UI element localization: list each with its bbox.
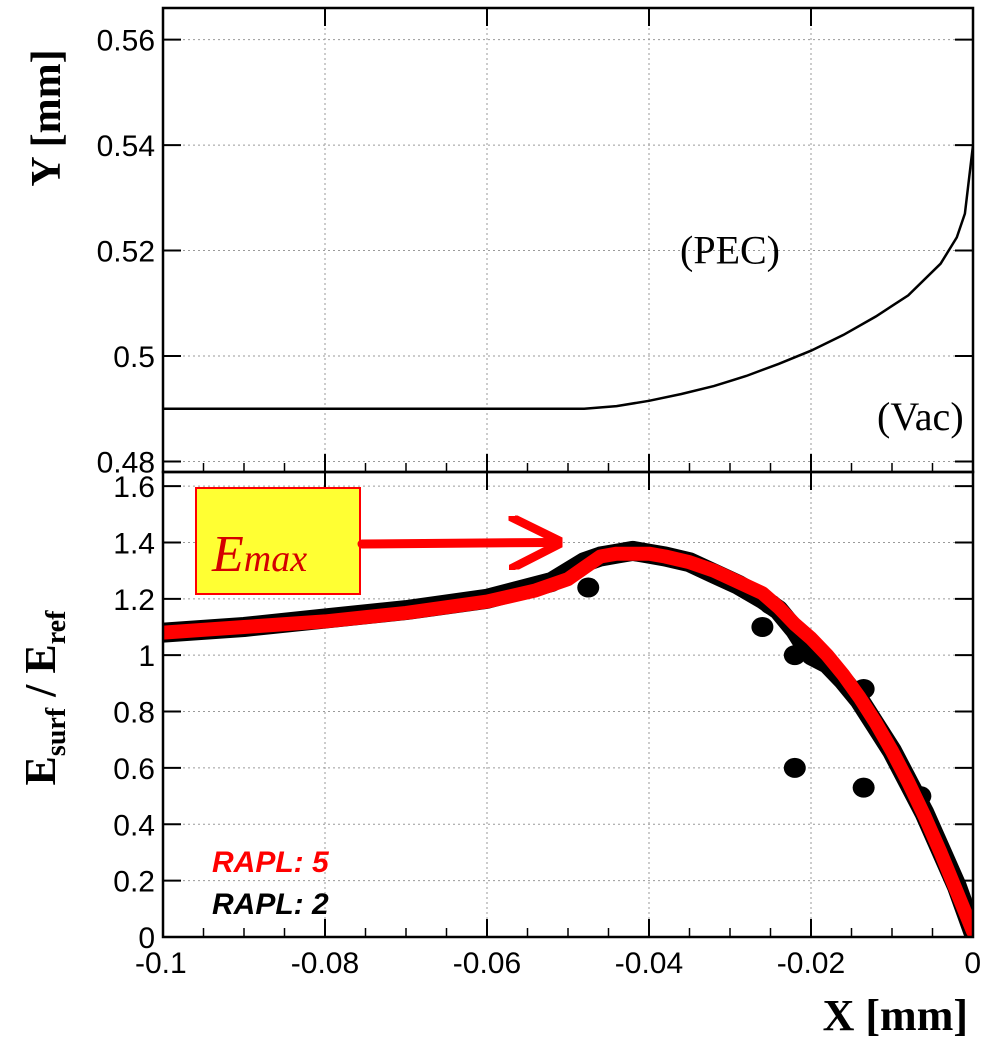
top-ticks: 0.48 0.5 0.52 0.54 0.56 (97, 8, 974, 479)
emax-annotation: Emax (195, 487, 552, 595)
bottom-ytick-label: 1.6 (113, 471, 155, 504)
top-grid (162, 8, 974, 472)
legend-entry-rapl-2: RAPL: 2 (212, 888, 329, 921)
bottom-xtick-label: -0.04 (615, 947, 683, 980)
legend-entry-rapl-5: RAPL: 5 (212, 846, 330, 879)
bottom-ytick-label: 0.2 (113, 866, 155, 899)
top-ytick-label: 0.5 (113, 341, 155, 374)
emax-box (195, 487, 361, 595)
emax-arrow (357, 542, 552, 544)
bottom-panel: 0 0.2 0.4 0.6 0.8 1 1.2 1.4 1.6 -0.1 -0.08 -0.06 -0.… (16, 470, 981, 1040)
bottom-xtick-label: -0.1 (135, 947, 187, 980)
series-rapl-2-point (577, 577, 600, 598)
ylabel-e1: E (16, 756, 65, 785)
ylabel-e2: E (16, 644, 65, 673)
bottom-xtick-label: -0.08 (291, 947, 359, 980)
bottom-plot-frame (161, 470, 975, 939)
ylabel-sub2: ref (41, 610, 72, 644)
bottom-ytick-label: 1.2 (113, 584, 155, 617)
bottom-ytick-label: 0.6 (113, 753, 155, 786)
bottom-ytick-label: 0.8 (113, 697, 155, 730)
bottom-ytick-label: 1.4 (113, 527, 155, 560)
emax-label-sub: max (244, 538, 307, 580)
bottom-ytick-label: 0 (138, 922, 155, 955)
top-plot-frame (161, 6, 975, 474)
bottom-ytick-label: 1 (138, 640, 155, 673)
series-rapl-5-line (163, 546, 973, 937)
series-rapl-2-point (783, 645, 806, 666)
top-ytick-label: 0.56 (97, 25, 155, 58)
annotation-pec: (PEC) (680, 228, 780, 273)
bottom-xlabel: X [mm] (823, 991, 968, 1040)
top-series (163, 144, 973, 410)
ylabel-sub1: surf (41, 707, 72, 756)
bottom-xtick-label: -0.06 (453, 947, 521, 980)
top-ytick-label: 0.52 (97, 236, 155, 269)
bottom-series (163, 540, 973, 937)
top-ytick-label: 0.48 (97, 446, 155, 479)
top-ylabel: Y [mm] (24, 49, 70, 186)
bottom-ytick-label: 0.4 (113, 809, 155, 842)
emax-label: Emax (211, 526, 307, 583)
bottom-xtick-label: 0 (964, 947, 981, 980)
profile-curve (163, 144, 973, 410)
bottom-xtick-label: -0.02 (777, 947, 845, 980)
ylabel-sep: / (16, 674, 65, 708)
top-panel: 0.48 0.5 0.52 0.54 0.56 Y [mm] (PEC) (Vac) (24, 6, 975, 479)
bottom-grid (162, 472, 974, 938)
emax-label-main: E (211, 526, 244, 583)
series-rapl-2-point (783, 757, 806, 778)
bottom-ylabel: Esurf / Eref (16, 610, 72, 786)
annotation-vac: (Vac) (877, 394, 964, 439)
top-ytick-label: 0.54 (97, 130, 155, 163)
series-rapl-2-point (852, 777, 875, 798)
series-rapl-2-point (751, 617, 774, 637)
